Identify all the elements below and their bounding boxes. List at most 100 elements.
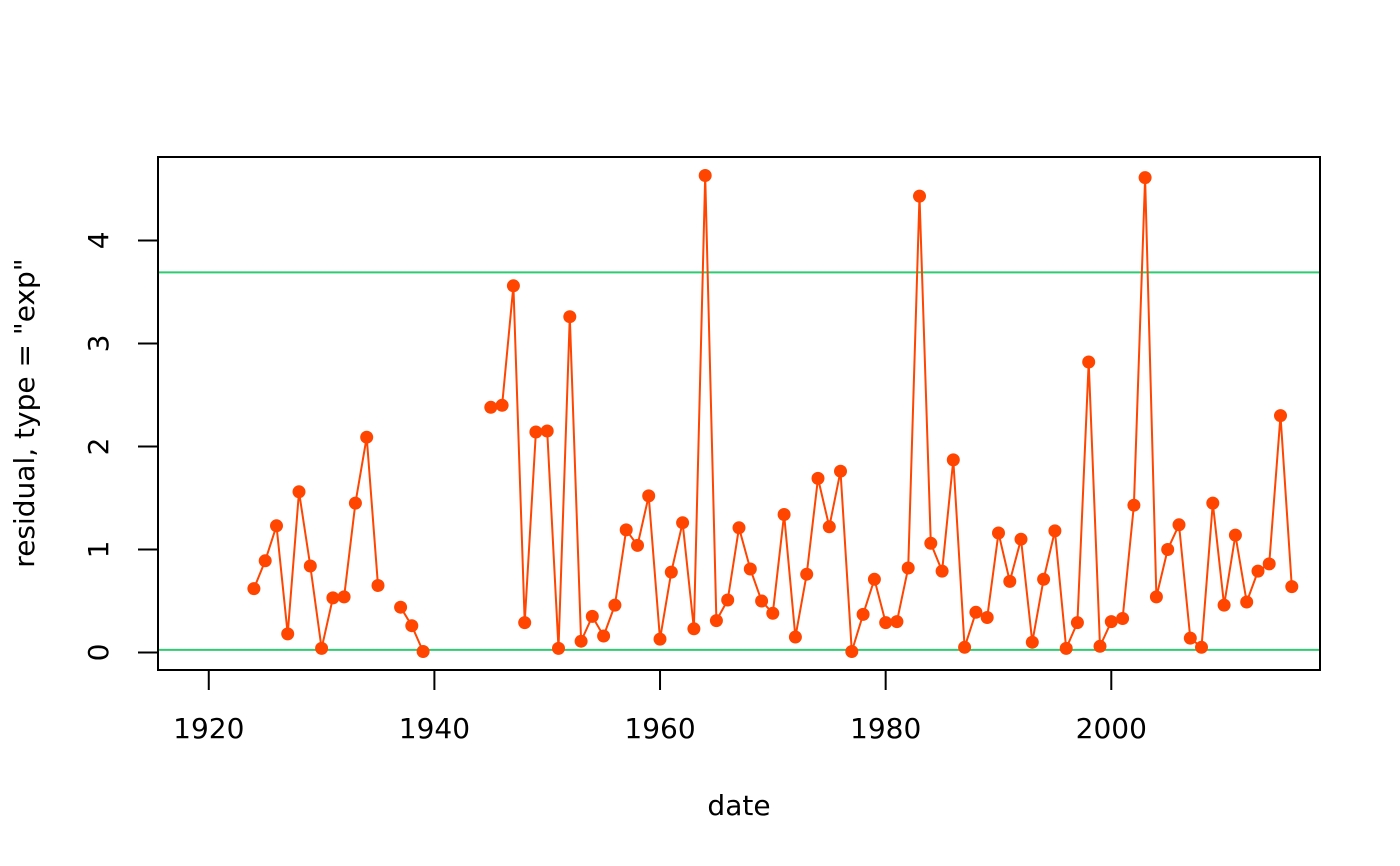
- series-points: [247, 169, 1299, 658]
- x-tick-label: 1940: [399, 712, 470, 745]
- data-point: [1014, 532, 1028, 546]
- data-point: [992, 526, 1005, 540]
- data-point: [980, 611, 994, 624]
- data-point: [529, 425, 543, 439]
- data-point: [1138, 171, 1152, 185]
- data-point: [709, 614, 723, 628]
- data-point: [664, 565, 678, 579]
- data-point: [800, 567, 814, 581]
- data-point: [1262, 557, 1276, 571]
- data-point: [574, 634, 588, 648]
- data-point: [348, 496, 362, 510]
- reference-lines: [158, 271, 1320, 651]
- data-point: [777, 508, 791, 521]
- data-point: [247, 582, 261, 596]
- data-point: [631, 538, 644, 552]
- x-tick-label: 1980: [850, 712, 921, 745]
- data-point: [552, 641, 565, 655]
- data-point: [732, 521, 746, 535]
- y-tick-label: 1: [82, 541, 115, 559]
- data-point: [924, 536, 938, 550]
- data-point: [822, 520, 836, 534]
- data-point: [608, 598, 622, 612]
- data-point: [969, 605, 983, 619]
- data-point: [1116, 612, 1130, 625]
- y-tick-label: 2: [82, 438, 115, 456]
- data-point: [1161, 543, 1175, 556]
- data-point: [856, 607, 870, 621]
- data-point: [958, 640, 972, 654]
- data-point: [315, 641, 329, 655]
- data-point: [1025, 635, 1039, 649]
- data-point: [518, 616, 532, 630]
- data-point: [653, 632, 667, 646]
- data-point: [1183, 631, 1197, 645]
- data-point: [845, 645, 859, 658]
- data-point: [766, 606, 780, 620]
- y-tick-label: 4: [82, 231, 115, 249]
- x-axis: 1920 1940 1960 1980 2000: [173, 669, 1147, 745]
- y-axis-title: residual, type = "exp": [8, 258, 41, 567]
- data-point: [597, 629, 611, 643]
- data-point: [1082, 355, 1096, 369]
- data-point: [811, 471, 825, 485]
- data-point: [1251, 564, 1265, 578]
- data-point: [1195, 640, 1208, 654]
- data-point: [867, 572, 881, 586]
- data-point: [935, 564, 949, 578]
- data-point: [1206, 496, 1220, 510]
- data-point: [698, 169, 712, 182]
- y-tick-label: 3: [82, 335, 115, 353]
- data-point: [1048, 524, 1062, 538]
- data-point: [1172, 518, 1186, 532]
- x-axis-title: date: [707, 789, 770, 822]
- data-point: [371, 579, 385, 592]
- data-point: [642, 489, 656, 503]
- data-point: [1093, 639, 1107, 653]
- data-point: [495, 398, 509, 412]
- data-point: [890, 615, 904, 629]
- data-point: [1003, 574, 1017, 588]
- data-point: [1217, 598, 1231, 612]
- data-point: [506, 279, 520, 293]
- data-point: [360, 430, 374, 444]
- data-point: [405, 619, 419, 633]
- data-point: [484, 400, 498, 414]
- data-point: [788, 630, 802, 644]
- data-point: [1070, 616, 1084, 630]
- data-point: [1104, 615, 1118, 629]
- data-point: [879, 616, 893, 630]
- data-point: [1240, 595, 1254, 609]
- data-point: [1127, 498, 1141, 512]
- data-point: [676, 516, 690, 530]
- data-point: [337, 590, 351, 604]
- data-point: [913, 189, 926, 203]
- data-point: [1059, 641, 1073, 655]
- x-tick-label: 2000: [1076, 712, 1147, 745]
- data-point: [1285, 580, 1299, 594]
- y-axis: 0 1 2 3 4: [82, 231, 159, 661]
- data-point: [1228, 528, 1242, 542]
- data-point: [901, 561, 915, 575]
- data-point: [687, 622, 701, 636]
- data-point: [270, 519, 283, 533]
- data-point: [1274, 409, 1287, 423]
- data-point: [326, 591, 340, 605]
- data-point: [755, 594, 769, 608]
- data-point: [946, 453, 960, 467]
- data-point: [834, 464, 847, 478]
- x-tick-label: 1920: [173, 712, 244, 745]
- data-point: [721, 593, 735, 607]
- data-point: [292, 485, 306, 499]
- data-point: [540, 424, 554, 438]
- data-point: [1149, 590, 1163, 604]
- data-point: [416, 645, 430, 658]
- data-point: [563, 310, 577, 324]
- data-point: [394, 600, 408, 614]
- data-point: [281, 627, 295, 641]
- data-point: [1037, 572, 1051, 586]
- data-point: [743, 562, 757, 576]
- data-point: [619, 523, 633, 537]
